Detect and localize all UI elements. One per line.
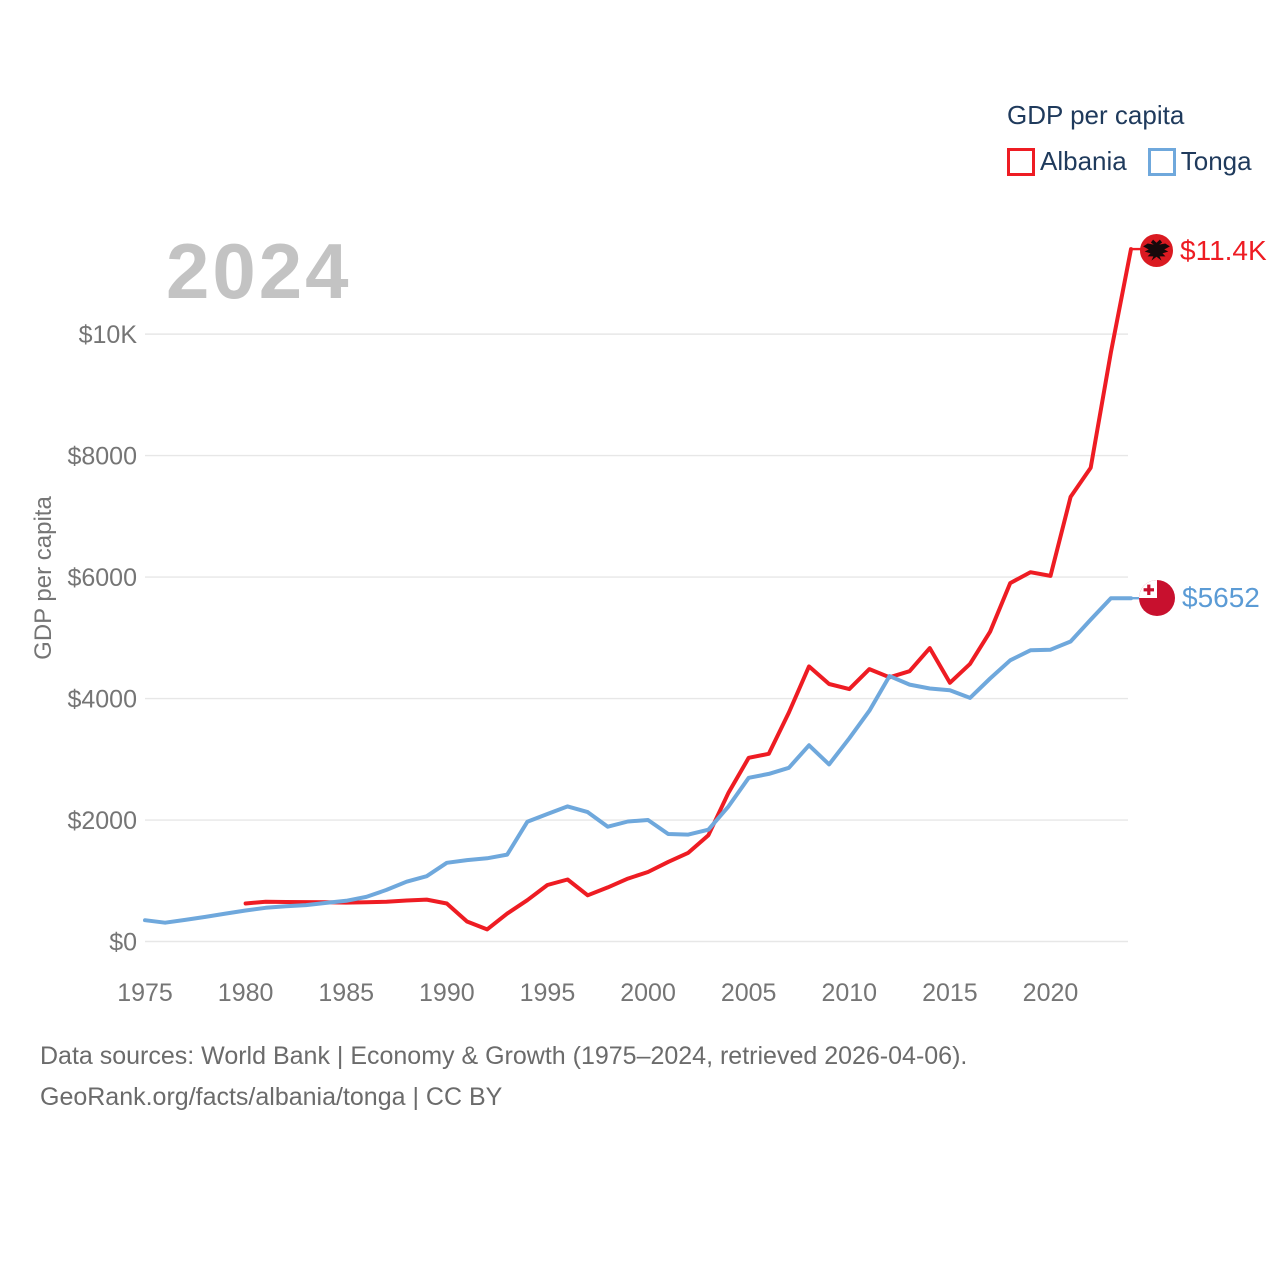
legend-label-tonga: Tonga [1180, 146, 1252, 176]
tonga-end-label-group: $5652 [1139, 580, 1260, 616]
legend-title: GDP per capita [1007, 100, 1185, 130]
x-tick-label: 2015 [922, 979, 978, 1007]
x-tick-label: 2010 [821, 979, 877, 1007]
tonga-line [143, 596, 1133, 925]
albania-end-label-group: $11.4K [1140, 234, 1267, 267]
footer-source-line: Data sources: World Bank | Economy & Gro… [40, 1042, 968, 1070]
legend-item-albania[interactable]: Albania [1007, 146, 1127, 177]
y-tick-label: $6000 [67, 564, 137, 592]
x-tick-label: 1975 [117, 979, 173, 1007]
y-tick-label: $8000 [67, 443, 137, 471]
legend-row: Albania Tonga [1007, 146, 1267, 177]
y-tick-label: $2000 [67, 807, 137, 835]
tonga-series-swatch-icon [1147, 147, 1176, 176]
x-tick-label: 2005 [721, 979, 777, 1007]
y-tick-label: $4000 [67, 686, 137, 714]
tonga-flag-icon [1139, 580, 1175, 616]
albania-line [243, 247, 1133, 932]
x-tick-label: 1985 [318, 979, 374, 1007]
x-tick-label: 2020 [1023, 979, 1079, 1007]
y-tick-label: $0 [109, 929, 137, 957]
x-tick-label: 1980 [218, 979, 274, 1007]
x-tick-label: 2000 [620, 979, 676, 1007]
albania-flag-icon [1140, 234, 1173, 267]
legend-item-tonga[interactable]: Tonga [1147, 146, 1252, 177]
tonga-end-value: $5652 [1182, 582, 1260, 613]
year-watermark: 2024 [166, 227, 352, 315]
x-tick-label: 1990 [419, 979, 475, 1007]
albania-end-value: $11.4K [1180, 234, 1267, 266]
albania-series-swatch-icon [1007, 147, 1035, 176]
x-tick-label: 1995 [520, 979, 576, 1007]
legend-label-albania: Albania [1040, 146, 1127, 176]
footer-attribution-line: GeoRank.org/facts/albania/tonga | CC BY [40, 1083, 503, 1111]
footer: Data sources: World Bank | Economy & Gro… [40, 1036, 967, 1118]
legend: GDP per capita Albania Tonga [1007, 100, 1267, 177]
y-tick-label: $10K [79, 321, 138, 349]
